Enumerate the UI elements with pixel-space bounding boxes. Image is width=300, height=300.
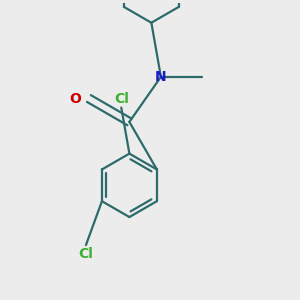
Text: N: N	[155, 70, 167, 84]
Text: O: O	[69, 92, 81, 106]
Text: Cl: Cl	[114, 92, 129, 106]
Text: Cl: Cl	[79, 247, 93, 261]
